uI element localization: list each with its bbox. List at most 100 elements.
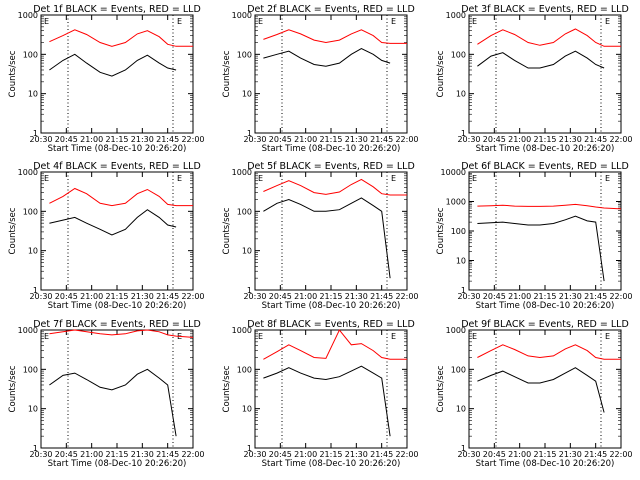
x-tick-label: 21:45 [584, 292, 607, 301]
series-line-events [263, 197, 391, 279]
x-tick-label: 22:00 [609, 450, 632, 459]
y-tick-label: 10 [456, 257, 466, 266]
y-axis-label: Counts/sec [222, 207, 232, 254]
x-tick-label: 21:30 [131, 292, 154, 301]
y-tick-label: 1 [461, 444, 466, 453]
x-axis-label: Start Time (08-Dec-10 20:26:20) [262, 144, 401, 154]
y-tick-label: 10 [456, 405, 466, 414]
x-axis-label: Start Time (08-Dec-10 20:26:20) [262, 459, 401, 469]
series-line-lld [263, 29, 407, 44]
x-tick-label: 20:45 [55, 450, 78, 459]
x-tick-label: 21:00 [80, 450, 103, 459]
e-marker: E [258, 17, 263, 26]
y-axis-label: Counts/sec [8, 365, 18, 412]
y-tick-label: 100 [23, 50, 38, 59]
y-tick-label: 10 [28, 247, 38, 256]
x-axis-label: Start Time (08-Dec-10 20:26:20) [476, 301, 615, 311]
series-line-lld [477, 344, 621, 360]
y-tick-label: 100 [237, 50, 252, 59]
series-line-events [477, 50, 605, 69]
x-tick-label: 20:45 [269, 450, 292, 459]
y-tick-label: 10 [28, 405, 38, 414]
y-tick-label: 100 [237, 207, 252, 216]
x-tick-label: 21:00 [80, 135, 103, 144]
x-tick-label: 20:45 [483, 135, 506, 144]
subplot-5: Det 5f BLACK = Events, RED = LLD 1 10 100 10… [222, 161, 419, 311]
x-tick-label: 21:45 [370, 450, 393, 459]
y-tick-label: 10 [456, 90, 466, 99]
x-tick-label: 21:30 [345, 135, 368, 144]
series-line-events [263, 365, 391, 437]
x-tick-label: 20:30 [457, 450, 480, 459]
chart-title: Det 1f BLACK = Events, RED = LLD [33, 4, 201, 15]
e-marker: E [44, 174, 49, 183]
series-line-lld [49, 187, 193, 207]
y-tick-label: 1000 [18, 11, 38, 20]
y-tick-label: 1000 [232, 11, 252, 20]
y-tick-label: 1 [33, 129, 38, 138]
y-axis-label: Counts/sec [222, 50, 232, 97]
y-tick-label: 1 [247, 444, 252, 453]
series-line-events [477, 215, 605, 282]
x-tick-label: 21:30 [559, 135, 582, 144]
x-tick-label: 21:15 [319, 135, 342, 144]
x-tick-label: 21:15 [105, 292, 128, 301]
x-tick-label: 20:30 [457, 135, 480, 144]
x-tick-label: 20:45 [269, 135, 292, 144]
x-tick-label: 21:30 [559, 450, 582, 459]
subplot-6: Det 6f BLACK = Events, RED = LLD 1 10 100 10… [436, 161, 633, 311]
e-marker: E [258, 174, 263, 183]
e-marker: E [391, 174, 396, 183]
x-tick-label: 20:30 [243, 450, 266, 459]
x-axis-label: Start Time (08-Dec-10 20:26:20) [48, 144, 187, 154]
x-tick-label: 22:00 [395, 135, 418, 144]
x-tick-label: 20:45 [55, 292, 78, 301]
e-marker: E [472, 17, 477, 26]
e-marker: E [472, 174, 477, 183]
subplot-8: Det 8f BLACK = Events, RED = LLD 1 10 100 10… [222, 319, 419, 469]
y-tick-label: 1 [461, 129, 466, 138]
y-tick-label: 1000 [18, 326, 38, 335]
x-tick-label: 21:00 [508, 292, 531, 301]
x-tick-label: 20:45 [55, 135, 78, 144]
series-line-lld [477, 203, 622, 210]
x-tick-label: 20:45 [483, 450, 506, 459]
x-tick-label: 22:00 [181, 135, 204, 144]
x-tick-label: 21:30 [131, 450, 154, 459]
subplot-4: Det 4f BLACK = Events, RED = LLD 1 10 100 10… [8, 161, 205, 311]
y-tick-label: 10 [242, 247, 252, 256]
x-tick-label: 22:00 [609, 292, 632, 301]
y-tick-label: 1000 [232, 168, 252, 177]
x-tick-label: 21:15 [319, 292, 342, 301]
chart-title: Det 2f BLACK = Events, RED = LLD [247, 4, 415, 15]
y-axis-label: Counts/sec [8, 50, 18, 97]
y-axis-label: Counts/sec [8, 207, 18, 254]
x-tick-label: 21:00 [294, 135, 317, 144]
x-tick-label: 20:30 [457, 292, 480, 301]
x-tick-label: 22:00 [609, 135, 632, 144]
e-marker: E [177, 174, 182, 183]
x-tick-label: 21:45 [156, 450, 179, 459]
subplot-3: Det 3f BLACK = Events, RED = LLD 1 10 100 10… [436, 4, 633, 154]
chart-title: Det 7f BLACK = Events, RED = LLD [33, 319, 201, 330]
e-marker: E [44, 332, 49, 341]
series-line-events [263, 48, 391, 67]
plot-frame [254, 14, 408, 134]
series-line-events [49, 209, 177, 236]
x-tick-label: 21:15 [533, 135, 556, 144]
x-tick-label: 21:30 [559, 292, 582, 301]
e-marker: E [177, 17, 182, 26]
y-tick-label: 10 [28, 90, 38, 99]
x-tick-label: 21:45 [156, 292, 179, 301]
e-marker: E [605, 332, 610, 341]
plot-frame [40, 171, 194, 291]
subplot-1: Det 1f BLACK = Events, RED = LLD 1 10 100 10… [8, 4, 205, 154]
y-tick-label: 10 [242, 405, 252, 414]
x-tick-label: 21:15 [319, 450, 342, 459]
x-tick-label: 21:30 [131, 135, 154, 144]
y-tick-label: 1 [247, 129, 252, 138]
y-axis-label: Counts/sec [222, 365, 232, 412]
chart-title: Det 9f BLACK = Events, RED = LLD [461, 319, 629, 330]
x-tick-label: 21:15 [533, 292, 556, 301]
y-tick-label: 1000 [18, 168, 38, 177]
